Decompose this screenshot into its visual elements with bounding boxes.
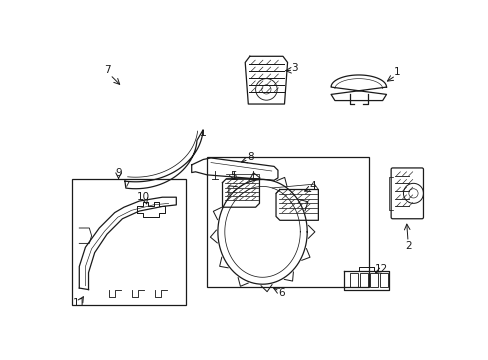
Text: 8: 8 bbox=[247, 152, 254, 162]
Bar bbox=[349, 274, 357, 287]
Text: 9: 9 bbox=[115, 167, 122, 177]
Text: 10: 10 bbox=[136, 192, 149, 202]
Text: 12: 12 bbox=[374, 264, 388, 274]
Text: 4: 4 bbox=[308, 181, 315, 192]
Text: 11: 11 bbox=[73, 298, 86, 308]
Bar bbox=[207, 157, 368, 287]
Text: 5: 5 bbox=[229, 171, 236, 181]
Bar bbox=[369, 274, 377, 287]
Text: 1: 1 bbox=[393, 67, 400, 77]
Text: 6: 6 bbox=[278, 288, 285, 298]
Text: 2: 2 bbox=[405, 241, 411, 251]
Text: 7: 7 bbox=[103, 65, 110, 75]
Bar bbox=[360, 274, 367, 287]
Text: 3: 3 bbox=[291, 63, 298, 73]
Bar bbox=[71, 180, 185, 305]
Bar bbox=[380, 274, 387, 287]
